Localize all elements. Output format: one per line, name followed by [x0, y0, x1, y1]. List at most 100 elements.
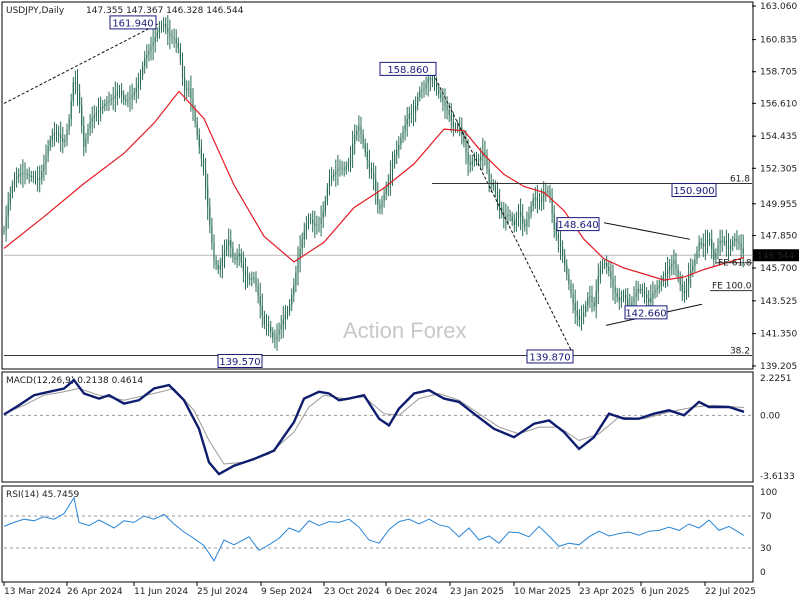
watermark: Action Forex: [343, 318, 467, 343]
candle-body: [541, 197, 543, 203]
candle-body: [574, 303, 576, 311]
candle-body: [114, 95, 116, 98]
candle-body: [45, 155, 47, 165]
candle-body: [39, 178, 41, 180]
candle-body: [93, 115, 95, 119]
candle-body: [230, 240, 232, 248]
candle-body: [211, 224, 213, 243]
candle-body: [366, 151, 368, 161]
candle-body: [318, 224, 320, 226]
candle-body: [72, 82, 74, 101]
candle-body: [58, 133, 60, 135]
candle-body: [538, 200, 541, 203]
candle-body: [66, 129, 68, 140]
candle-body: [381, 201, 383, 209]
candle-body: [238, 253, 240, 257]
candle-body: [692, 265, 694, 271]
dashed-fall-line: [430, 69, 575, 357]
candle-body: [681, 284, 683, 291]
time-tick-label: 11 Jun 2024: [134, 587, 188, 597]
candle-body: [181, 60, 184, 78]
candle-body: [3, 230, 5, 232]
candle-body: [419, 90, 421, 97]
candle-body: [43, 164, 45, 172]
candle-body: [316, 224, 318, 226]
candle-body: [532, 198, 534, 207]
candle-body: [402, 130, 404, 138]
candle-body: [154, 37, 156, 43]
candle-body: [270, 326, 272, 332]
candle-body: [452, 120, 454, 128]
candle-body: [299, 248, 301, 260]
candle-body: [679, 277, 681, 285]
candle-body: [22, 173, 24, 175]
candle-body: [62, 138, 64, 143]
candle-body: [102, 106, 104, 109]
candle-body: [87, 128, 89, 140]
candle-body: [515, 218, 517, 225]
candle-body: [276, 334, 278, 340]
candle-body: [202, 158, 205, 171]
candle-body: [478, 159, 480, 161]
candle-body: [591, 296, 593, 302]
candle-body: [480, 156, 482, 161]
time-tick-label: 25 Jul 2024: [197, 587, 248, 597]
candle-body: [219, 265, 221, 270]
candle-body: [100, 108, 102, 111]
candle-body: [337, 168, 339, 172]
candle-body: [732, 240, 734, 247]
candle-body: [704, 243, 706, 247]
candle-body: [173, 37, 175, 39]
time-tick-label: 10 Mar 2025: [514, 587, 571, 597]
candle-body: [486, 154, 488, 169]
candle-body: [364, 143, 366, 152]
candle-body: [205, 170, 207, 188]
candle-body: [463, 134, 465, 143]
candle-body: [194, 110, 196, 123]
price-tick-label: 139.205: [760, 362, 797, 372]
macd-panel-frame: [1, 371, 754, 483]
candle-body: [526, 219, 528, 227]
candle-body: [41, 171, 43, 179]
candle-body: [549, 190, 551, 198]
candle-body: [715, 252, 717, 260]
candle-body: [671, 263, 673, 267]
candle-body: [442, 97, 444, 102]
candle-body: [721, 240, 723, 242]
candle-body: [427, 78, 429, 84]
candle-body: [360, 126, 362, 135]
candle-body: [593, 301, 595, 307]
candle-body: [339, 167, 341, 169]
candle-body: [675, 260, 677, 269]
candle-body: [263, 315, 265, 325]
candle-body: [349, 154, 352, 164]
price-tick-label: 160.835: [760, 36, 797, 46]
candle-body: [257, 286, 259, 296]
price-tick-label: 143.525: [760, 297, 797, 307]
price-label-box: [217, 353, 263, 368]
price-label-box: [109, 15, 157, 30]
candle-body: [295, 272, 297, 286]
rsi-tick-label: 30: [760, 544, 772, 554]
candle-body: [572, 293, 574, 304]
candle-body: [562, 247, 564, 257]
candle-body: [255, 277, 257, 287]
candle-body: [425, 83, 427, 89]
candle-body: [209, 206, 211, 225]
candle-body: [326, 187, 328, 201]
price-label-text: 139.570: [219, 357, 260, 368]
time-tick-label: 23 Jan 2025: [450, 587, 504, 597]
candle-body: [188, 88, 190, 90]
candle-body: [694, 259, 696, 266]
candle-body: [524, 224, 526, 227]
candle-body: [354, 135, 356, 144]
candle-body: [125, 99, 127, 101]
candle-body: [536, 197, 538, 201]
candle-body: [385, 188, 387, 194]
current-price-tag: [753, 249, 799, 262]
candle-body: [26, 173, 28, 175]
candle-body: [251, 278, 253, 280]
candle-body: [76, 82, 79, 93]
fib-38-2-label: 38.2: [730, 347, 750, 357]
candle-body: [557, 234, 559, 240]
